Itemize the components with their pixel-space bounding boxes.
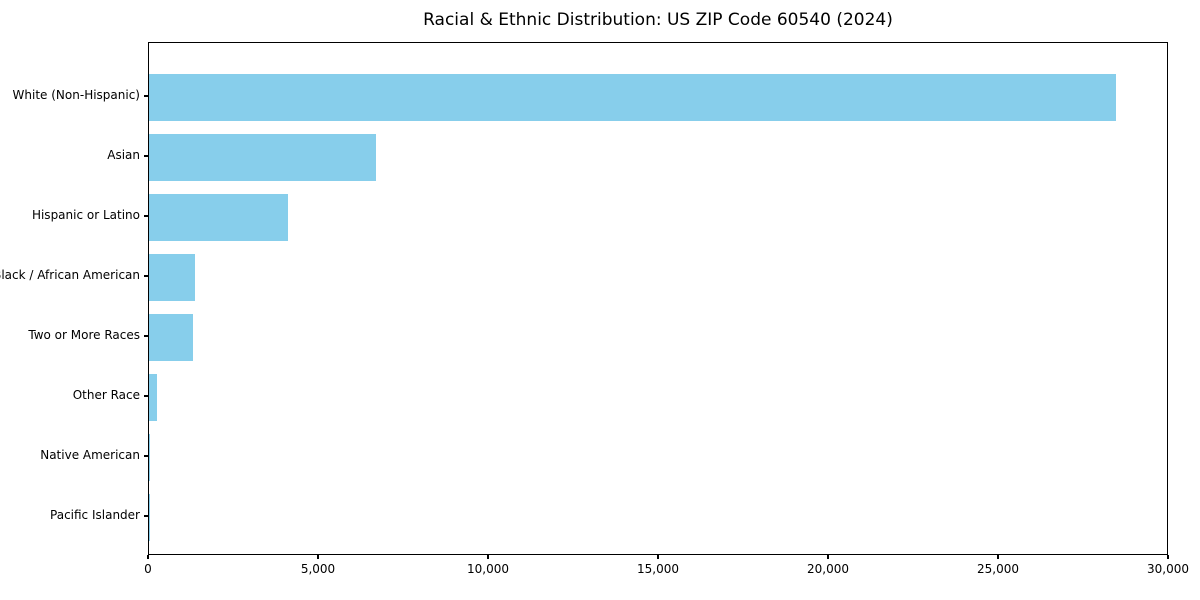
x-tick-label: 10,000 (467, 562, 509, 576)
y-tick-label: Pacific Islander (50, 508, 140, 522)
bar-asian (149, 133, 377, 181)
bar-row (149, 67, 1167, 127)
y-axis-tick (144, 515, 148, 517)
bar-white-non-hispanic (149, 73, 1117, 121)
bar-row (149, 187, 1167, 247)
x-axis-tick (487, 555, 489, 559)
y-tick-label: Two or More Races (28, 328, 140, 342)
x-tick-label: 30,000 (1147, 562, 1189, 576)
bar-row (149, 487, 1167, 547)
x-axis-tick (317, 555, 319, 559)
y-axis-tick (144, 395, 148, 397)
y-axis-tick (144, 335, 148, 337)
y-tick-label: Asian (107, 148, 140, 162)
x-axis-tick (997, 555, 999, 559)
bar-hispanic-or-latino (149, 193, 289, 241)
x-tick-label: 0 (144, 562, 152, 576)
y-axis-tick (144, 95, 148, 97)
y-axis-tick (144, 215, 148, 217)
bar-native-american (149, 433, 151, 481)
bar-two-or-more-races (149, 313, 194, 361)
x-axis-tick (657, 555, 659, 559)
bar-row (149, 367, 1167, 427)
y-axis-tick (144, 455, 148, 457)
y-axis-tick (144, 275, 148, 277)
bar-black-african-american (149, 253, 195, 301)
x-axis-tick (827, 555, 829, 559)
chart-title: Racial & Ethnic Distribution: US ZIP Cod… (423, 10, 893, 30)
y-axis-tick (144, 155, 148, 157)
x-tick-label: 5,000 (300, 562, 336, 576)
bar-row (149, 127, 1167, 187)
x-axis-tick (147, 555, 149, 559)
bar-row (149, 307, 1167, 367)
x-tick-label: 25,000 (977, 562, 1019, 576)
y-tick-label: Hispanic or Latino (31, 208, 140, 222)
x-tick-label: 20,000 (807, 562, 849, 576)
plot-area (148, 42, 1168, 555)
bar-other-race (149, 373, 158, 421)
bar-row (149, 427, 1167, 487)
bar-row (149, 247, 1167, 307)
y-tick-label: Native American (40, 448, 140, 462)
y-tick-label: Other Race (72, 388, 140, 402)
y-tick-label: White (Non-Hispanic) (12, 88, 140, 102)
y-tick-label: Black / African American (0, 268, 140, 282)
x-axis-tick (1167, 555, 1169, 559)
x-tick-label: 15,000 (637, 562, 679, 576)
